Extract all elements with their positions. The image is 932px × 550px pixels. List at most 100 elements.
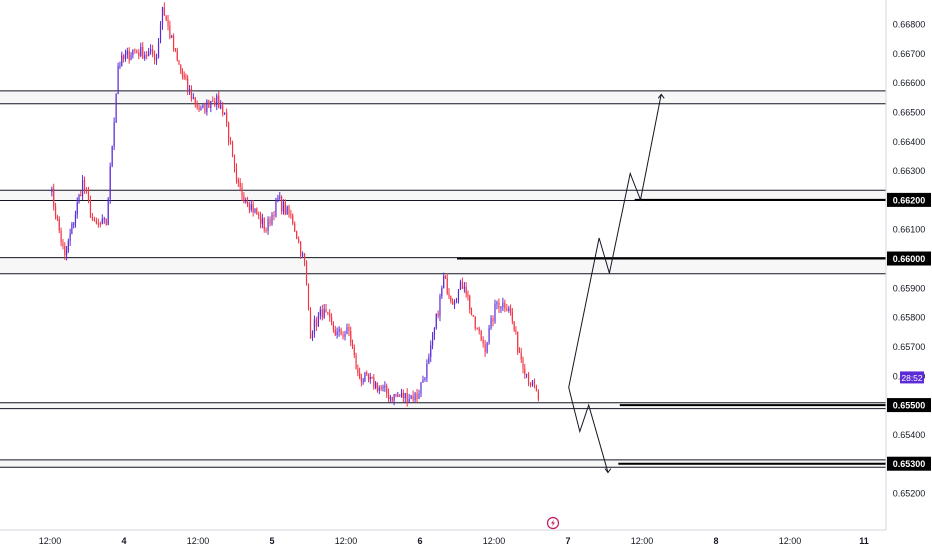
candle-body <box>237 180 239 183</box>
candle-body <box>414 393 416 401</box>
candle <box>119 61 121 70</box>
candle-body <box>73 223 75 225</box>
candle <box>53 183 55 211</box>
candle-body <box>437 314 439 317</box>
candle-body <box>461 281 464 289</box>
candle <box>87 186 90 204</box>
candle-body <box>424 378 426 380</box>
candle <box>346 323 348 335</box>
candle-body <box>271 214 273 225</box>
candle <box>123 53 125 63</box>
price-tick-label: 0.66100 <box>893 225 926 235</box>
candle-body <box>267 219 269 231</box>
candle <box>153 50 156 65</box>
candle <box>279 191 281 202</box>
candle-body <box>103 218 105 220</box>
candle-body <box>399 395 401 397</box>
candle-body <box>204 104 206 113</box>
candle-body <box>91 216 94 219</box>
candle-body <box>422 379 424 383</box>
time-axis[interactable]: 12:00 4 12:00 5 12:00 6 12:00 7 12:00 8 12:00 11 <box>0 529 886 546</box>
candle <box>258 211 260 220</box>
candle <box>369 372 371 384</box>
candle-body <box>457 289 460 301</box>
candle <box>515 326 517 335</box>
price-axis[interactable]: 0.66800 0.66700 0.66600 0.66500 0.66400 0.663… <box>885 0 931 530</box>
candle-body <box>508 308 510 311</box>
candle-body <box>281 196 283 212</box>
candle <box>263 217 265 233</box>
candle-body <box>176 50 178 61</box>
candle-body <box>265 229 267 231</box>
candle-body <box>382 386 384 389</box>
candle-body <box>178 60 180 65</box>
candle <box>380 384 382 392</box>
candle <box>56 214 58 221</box>
candle <box>95 217 97 225</box>
candle <box>529 382 532 388</box>
candle <box>389 394 391 403</box>
candle-body <box>478 328 480 332</box>
candle <box>384 381 386 392</box>
candle-body <box>181 70 184 76</box>
candle <box>99 221 101 228</box>
candle <box>181 68 184 80</box>
candle-body <box>525 373 528 375</box>
candle <box>294 221 296 233</box>
candle <box>292 213 294 226</box>
candle <box>465 282 467 298</box>
candle <box>444 275 447 279</box>
candle-body <box>375 382 377 388</box>
candle-body <box>376 382 379 391</box>
candle <box>155 53 158 65</box>
candle-body <box>513 321 515 331</box>
candle <box>435 313 437 330</box>
candle <box>313 315 316 338</box>
price-tick-label: 0.66300 <box>893 166 926 176</box>
candle-body <box>71 223 73 234</box>
candle <box>474 316 476 331</box>
candle-body <box>298 238 300 242</box>
candle <box>463 281 465 293</box>
candle <box>67 238 69 253</box>
candle-body <box>338 329 340 332</box>
candle-body <box>277 198 279 200</box>
candle <box>204 102 206 115</box>
candle <box>433 327 436 340</box>
candle-body <box>441 287 443 297</box>
candle <box>80 190 82 197</box>
candle <box>169 20 171 40</box>
candle <box>340 327 342 336</box>
candle-body <box>172 35 175 49</box>
candle <box>455 297 458 304</box>
candle-body <box>336 331 338 336</box>
candle-body <box>99 223 101 225</box>
candle-body <box>467 294 469 297</box>
lightning-event-icon[interactable] <box>546 516 560 530</box>
candle <box>172 33 175 52</box>
candle <box>261 213 263 229</box>
candle-body <box>300 241 302 256</box>
candle-body <box>476 327 478 329</box>
candle-body <box>325 309 327 313</box>
candle <box>218 91 220 109</box>
candle <box>431 331 434 350</box>
candle <box>531 380 534 387</box>
candle-body <box>212 100 214 102</box>
candle-body <box>496 302 498 305</box>
candle <box>414 391 416 403</box>
candle-body <box>263 218 265 230</box>
candle <box>246 196 249 208</box>
candle <box>348 323 350 337</box>
candle <box>527 372 530 387</box>
candle-body <box>150 49 152 53</box>
candle <box>492 315 494 327</box>
candle <box>364 371 366 383</box>
candle-body <box>252 204 254 213</box>
candle <box>520 347 522 363</box>
candle-body <box>386 386 388 394</box>
zone-fill-2 <box>0 190 886 201</box>
time-tick-label: 8 <box>713 536 718 546</box>
candle <box>325 303 327 313</box>
